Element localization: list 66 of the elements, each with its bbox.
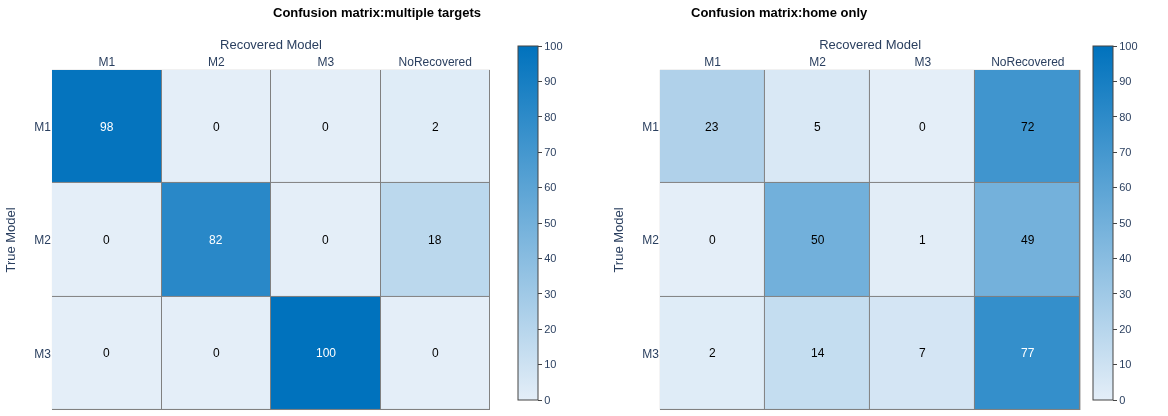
data-label: 0 [213,120,220,134]
color-bar-label: 30 [544,287,557,300]
y-tick-label: M1 [642,119,660,134]
data-label: 77 [1021,346,1035,360]
color-bar-label: 80 [1119,110,1132,123]
y-axis-title: True Model [3,207,19,273]
data-label: 98 [100,120,114,134]
color-bar-label: 0 [1119,393,1126,406]
y-tick-label: M3 [642,346,660,361]
data-label: 49 [1021,233,1035,247]
data-label: 0 [103,346,110,360]
x-tick-label: M1 [98,55,116,70]
x-axis-title: Recovered Model [220,37,323,53]
color-bar-label: 10 [544,358,557,371]
data-label: 14 [811,346,825,360]
data-label: 50 [811,233,825,247]
x-tick-label: NoRecovered [398,55,472,70]
color-bar-label: 40 [544,252,557,265]
color-bar-label: 20 [1119,323,1132,336]
x-tick-label: M3 [317,55,335,70]
y-tick-label: M2 [34,233,52,248]
x-tick-label: M2 [207,55,225,70]
color-bar-label: 60 [1119,181,1132,194]
color-bar-label: 80 [544,110,557,123]
color-bar-label: 10 [1119,358,1132,371]
data-label: 0 [322,233,329,247]
color-bar-label: 70 [1119,146,1132,159]
data-label: 1 [919,233,926,247]
color-bar-label: 90 [1119,75,1132,88]
color-bar-label: 70 [544,146,557,159]
data-label: 0 [432,346,439,360]
data-label: 0 [322,120,329,134]
data-label: 23 [705,120,719,134]
color-bar-label: 100 [544,39,563,52]
y-tick-label: M1 [34,119,52,134]
data-label: 2 [432,120,439,134]
data-label: 72 [1021,120,1035,134]
data-label: 18 [428,233,442,247]
data-label: 7 [919,346,926,360]
color-bar-label: 0 [544,393,551,406]
color-bar-label: 100 [1119,39,1138,52]
x-tick-label: M1 [704,55,722,70]
x-tick-label: NoRecovered [991,55,1065,70]
color-bar-label: 90 [544,75,557,88]
y-tick-label: M3 [34,346,52,361]
y-axis-title: True Model [611,207,627,273]
data-label: 2 [709,346,716,360]
data-label: 0 [103,233,110,247]
data-label: 82 [209,233,223,247]
x-tick-label: M2 [809,55,827,70]
y-tick-label: M2 [642,233,660,248]
color-bar-label: 50 [1119,216,1132,229]
data-label: 0 [213,346,220,360]
x-axis-title: Recovered Model [819,37,922,53]
chart-title: Confusion matrix:home only [691,5,868,20]
color-bar-label: 60 [544,181,557,194]
color-bar-label: 50 [544,216,557,229]
x-tick-label: M3 [914,55,932,70]
color-bar-label: 20 [544,323,557,336]
data-label: 5 [814,120,821,134]
chart-title: Confusion matrix:multiple targets [273,5,482,20]
color-bar-label: 30 [1119,287,1132,300]
data-label: 100 [316,346,337,360]
data-label: 0 [919,120,926,134]
color-bar-label: 40 [1119,252,1132,265]
data-label: 0 [709,233,716,247]
